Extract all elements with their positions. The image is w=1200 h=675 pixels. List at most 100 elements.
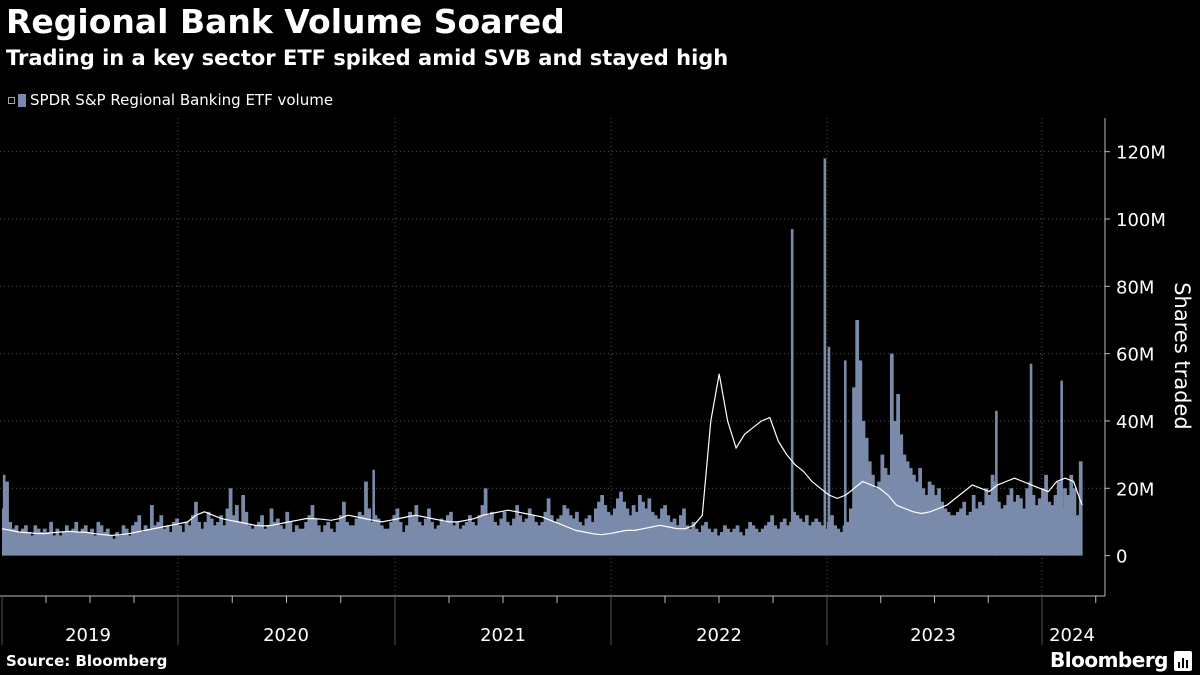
volume-bar — [190, 515, 195, 556]
volume-bar — [1031, 495, 1036, 556]
volume-bar — [272, 521, 277, 556]
volume-bar — [534, 521, 538, 556]
volume-bar — [373, 515, 378, 556]
volume-bar — [326, 521, 331, 556]
legend: SPDR S&P Regional Banking ETF volume — [8, 91, 333, 109]
volume-bar — [392, 515, 397, 556]
volume-bar — [398, 521, 403, 556]
volume-bar — [893, 420, 897, 556]
volume-bar — [235, 505, 239, 556]
volume-bar — [748, 521, 752, 556]
volume-bar — [493, 521, 497, 556]
volume-bar — [376, 518, 381, 556]
volume-bar — [622, 501, 627, 556]
volume-bar — [156, 521, 161, 556]
volume-bar — [329, 528, 334, 556]
volume-bar — [294, 525, 299, 556]
volume-bar — [656, 518, 661, 556]
y-tick-label: 120M — [1116, 143, 1166, 164]
volume-bar — [1047, 501, 1052, 556]
volume-bar — [763, 525, 768, 556]
volume-bar — [360, 515, 365, 556]
volume-bar — [590, 521, 595, 556]
volume-bar — [1019, 498, 1023, 556]
x-tick-label: 2023 — [910, 625, 956, 646]
volume-bar — [464, 521, 469, 556]
volume-bar — [304, 521, 309, 556]
volume-bar — [786, 525, 790, 556]
volume-bar — [449, 511, 453, 556]
volume-bar — [798, 518, 803, 556]
volume-bar — [124, 528, 129, 556]
volume-bar — [127, 535, 132, 556]
volume-bar — [99, 525, 104, 556]
legend-toggle-icon[interactable] — [8, 96, 15, 104]
volume-bar — [153, 525, 157, 556]
volume-bar — [1066, 495, 1071, 556]
volume-bar — [348, 525, 353, 556]
volume-bar — [338, 515, 343, 556]
volume-bar — [562, 505, 567, 556]
volume-bar — [678, 515, 683, 556]
volume-bar — [833, 525, 837, 556]
volume-bar — [433, 528, 438, 556]
volume-bar — [499, 518, 504, 556]
volume-bar — [490, 511, 494, 556]
volume-bar — [420, 525, 425, 556]
volume-bar — [430, 521, 434, 556]
volume-bar — [987, 495, 992, 556]
volume-bar — [959, 508, 963, 556]
volume-bar — [225, 508, 230, 556]
volume-bar — [650, 511, 655, 556]
volume-bar — [231, 515, 236, 556]
volume-bar — [804, 515, 809, 556]
volume-bar — [578, 521, 582, 556]
volume-bar — [5, 481, 9, 556]
volume-spike-bar — [843, 360, 847, 556]
volume-bar — [250, 528, 255, 556]
volume-bar — [178, 525, 183, 556]
volume-bar — [581, 525, 586, 556]
volume-bar — [978, 501, 982, 556]
volume-bar — [896, 394, 900, 556]
moving-average-line — [1, 373, 1083, 537]
volume-bar — [770, 515, 775, 556]
volume-bar — [726, 528, 730, 556]
volume-bar — [830, 515, 834, 556]
volume-bar — [962, 501, 967, 556]
volume-bar — [1056, 481, 1061, 556]
volume-bar — [427, 508, 431, 556]
volume-bar — [845, 521, 850, 556]
volume-bar — [184, 521, 189, 556]
volume-bar — [559, 515, 564, 556]
volume-bar — [452, 525, 457, 556]
volume-bar — [77, 532, 82, 556]
volume-bar — [505, 521, 510, 556]
volume-bar — [792, 511, 797, 556]
volume-bar — [836, 528, 841, 556]
volume-bar — [864, 437, 869, 556]
y-tick-label: 60M — [1116, 345, 1154, 366]
volume-bar — [619, 491, 623, 556]
volume-bar — [672, 518, 677, 556]
volume-bar — [568, 515, 573, 556]
volume-bar — [143, 525, 148, 556]
volume-bar — [52, 535, 57, 556]
volume-bar — [1072, 488, 1077, 556]
volume-bar — [852, 387, 856, 556]
volume-bar — [1037, 498, 1042, 556]
volume-bar — [883, 468, 888, 556]
volume-bar — [795, 515, 800, 556]
chart-title: Regional Bank Volume Soared — [6, 2, 565, 41]
volume-bar — [776, 528, 781, 556]
volume-bar — [461, 525, 466, 556]
volume-bar — [474, 525, 479, 556]
volume-bar — [808, 525, 812, 556]
volume-bar — [93, 535, 98, 556]
volume-bar — [638, 495, 642, 556]
volume-bar — [952, 515, 957, 556]
volume-bar — [811, 521, 815, 556]
volume-bar — [200, 528, 205, 556]
volume-bar — [1044, 474, 1048, 556]
